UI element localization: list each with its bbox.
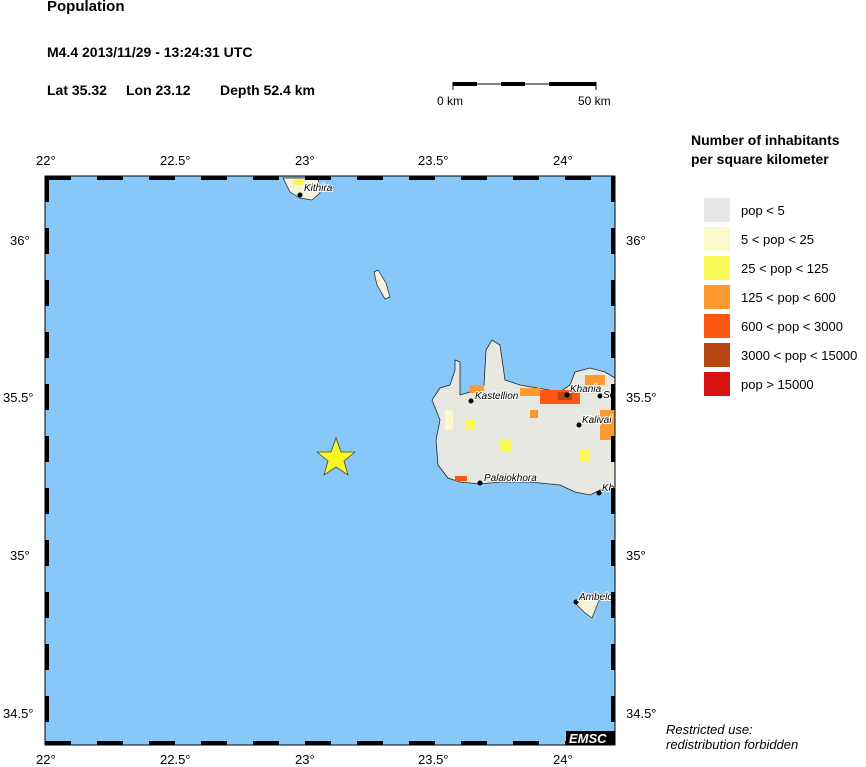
page-title: Population [47, 0, 125, 15]
legend-label: 600 < pop < 3000 [741, 318, 843, 334]
pop-patch [580, 450, 590, 462]
legend-item: pop > 15000 [704, 372, 814, 396]
legend-title-line2: per square kilometer [691, 151, 829, 167]
depth: Depth 52.4 km [220, 82, 315, 98]
island-antikythera [373, 269, 391, 300]
scale-bar [452, 82, 597, 90]
pop-patch [470, 385, 484, 393]
lat-tick-left: 35° [10, 548, 30, 563]
lon-tick-bottom: 23° [295, 752, 315, 767]
pop-patch [455, 476, 467, 481]
latitude: Lat 35.32 [47, 82, 107, 98]
place-markers [297, 192, 603, 605]
pop-patch [465, 420, 475, 430]
place-dot [468, 398, 474, 404]
lat-tick-right: 35° [626, 548, 646, 563]
legend-item: 5 < pop < 25 [704, 227, 814, 251]
pop-patch [445, 410, 453, 430]
place-dot [477, 480, 483, 486]
place-dot [564, 392, 570, 398]
place-label: Palaiokhora [484, 473, 537, 484]
legend-label: 25 < pop < 125 [741, 260, 829, 276]
place-label: Kastellion [475, 391, 519, 402]
lat-tick-left: 35.5° [3, 390, 34, 405]
legend-label: 5 < pop < 25 [741, 231, 815, 247]
lat-tick-left: 36° [10, 233, 30, 248]
legend-swatch [704, 285, 730, 309]
lon-tick-bottom: 24° [553, 752, 573, 767]
lon-tick-top: 24° [553, 153, 573, 168]
lat-tick-right: 34.5° [626, 706, 657, 721]
lat-tick-right: 36° [626, 233, 646, 248]
legend-label: 125 < pop < 600 [741, 289, 836, 305]
lon-tick-bottom: 22.5° [160, 752, 191, 767]
pop-patch [600, 410, 615, 440]
place-label: Kithira [304, 183, 333, 194]
usage-note-line1: Restricted use: [666, 722, 753, 737]
lon-tick-top: 22.5° [160, 153, 191, 168]
pop-patch [530, 410, 538, 418]
legend-swatch [704, 256, 730, 280]
lon-tick-top: 23° [295, 153, 315, 168]
island-crete [431, 339, 616, 496]
legend-swatch [704, 372, 730, 396]
place-label: Khania [570, 384, 602, 395]
lon-tick-top: 22° [36, 153, 56, 168]
legend-title: Number of inhabitants per square kilomet… [691, 131, 840, 169]
place-dot [596, 490, 602, 496]
pop-patch [520, 388, 540, 396]
island-gavdos [573, 595, 601, 619]
legend-swatch [704, 314, 730, 338]
lat-tick-left: 34.5° [3, 706, 34, 721]
legend-label: pop < 5 [741, 202, 785, 218]
usage-note-line2: redistribution forbidden [666, 737, 799, 752]
longitude: Lon 23.12 [126, 82, 191, 98]
pop-patch [585, 375, 605, 385]
scale-end-label: 50 km [578, 94, 611, 108]
place-dot [297, 192, 303, 198]
epicenter-star-icon[interactable] [315, 436, 357, 476]
lon-tick-bottom: 22° [36, 752, 56, 767]
place-dot [576, 422, 582, 428]
legend-item: 600 < pop < 3000 [704, 314, 843, 338]
legend-swatch [704, 227, 730, 251]
legend-label: pop > 15000 [741, 376, 814, 392]
place-label: Ambelo [578, 592, 613, 603]
place-dot [573, 599, 579, 605]
legend-swatch [704, 198, 730, 222]
legend-label: 3000 < pop < 15000 [741, 347, 858, 363]
legend-item: 125 < pop < 600 [704, 285, 836, 309]
lon-tick-bottom: 23.5° [418, 752, 449, 767]
legend-item: 25 < pop < 125 [704, 256, 828, 280]
event-info: M4.4 2013/11/29 - 13:24:31 UTC [47, 44, 253, 60]
legend-title-line1: Number of inhabitants [691, 132, 840, 148]
scale-start-label: 0 km [437, 94, 464, 108]
place-dot [597, 393, 603, 399]
usage-note: Restricted use: redistribution forbidden [666, 722, 798, 752]
lon-tick-top: 23.5° [418, 153, 449, 168]
pop-patch [293, 179, 303, 185]
emsc-credit: EMSC [569, 731, 607, 746]
legend-item: pop < 5 [704, 198, 785, 222]
pop-patch [500, 440, 512, 452]
lat-tick-right: 35.5° [626, 390, 657, 405]
emsc-credit-box [566, 731, 615, 745]
map-frame-ticks [45, 176, 615, 745]
place-label: Kalivai [582, 415, 612, 426]
legend-item: 3000 < pop < 15000 [704, 343, 857, 367]
legend-swatch [704, 343, 730, 367]
